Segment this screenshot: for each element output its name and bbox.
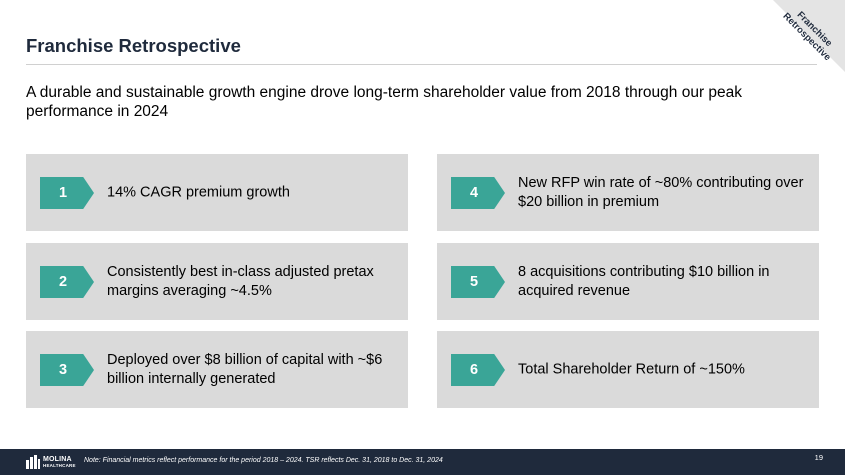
- highlight-card-3: 3 Deployed over $8 billion of capital wi…: [26, 331, 408, 408]
- card-text: Deployed over $8 billion of capital with…: [107, 351, 383, 387]
- badge-number: 6: [451, 354, 505, 386]
- page-number: 19: [814, 453, 823, 462]
- footer-bar: MOLINA HEALTHCARE Note: Financial metric…: [0, 449, 845, 475]
- badge-number: 4: [451, 177, 505, 209]
- badge-number: 5: [451, 266, 505, 298]
- logo-wordmark: MOLINA HEALTHCARE: [43, 456, 76, 468]
- logo-icon: [26, 455, 40, 469]
- card-text: Total Shareholder Return of ~150%: [518, 361, 745, 377]
- title-divider: [26, 64, 817, 65]
- highlight-card-1: 1 14% CAGR premium growth: [26, 154, 408, 231]
- company-logo: MOLINA HEALTHCARE: [26, 453, 76, 471]
- badge-number: 2: [40, 266, 94, 298]
- footnote: Note: Financial metrics reflect performa…: [84, 457, 443, 464]
- corner-tab-shape: [773, 0, 845, 72]
- highlight-card-5: 5 8 acquisitions contributing $10 billio…: [437, 243, 819, 320]
- card-text: 14% CAGR premium growth: [107, 184, 290, 200]
- logo-line-2: HEALTHCARE: [43, 463, 76, 468]
- card-text: New RFP win rate of ~80% contributing ov…: [518, 174, 804, 210]
- corner-section-tab: Franchise Retrospective: [765, 0, 845, 80]
- badge-number: 3: [40, 354, 94, 386]
- card-text: 8 acquisitions contributing $10 billion …: [518, 263, 770, 299]
- slide-subtitle: A durable and sustainable growth engine …: [26, 84, 743, 120]
- page-title: Franchise Retrospective: [26, 35, 241, 56]
- logo-line-1: MOLINA: [43, 456, 72, 463]
- card-text: Consistently best in-class adjusted pret…: [107, 263, 374, 299]
- highlight-card-4: 4 New RFP win rate of ~80% contributing …: [437, 154, 819, 231]
- badge-number: 1: [40, 177, 94, 209]
- highlight-card-6: 6 Total Shareholder Return of ~150%: [437, 331, 819, 408]
- highlight-card-2: 2 Consistently best in-class adjusted pr…: [26, 243, 408, 320]
